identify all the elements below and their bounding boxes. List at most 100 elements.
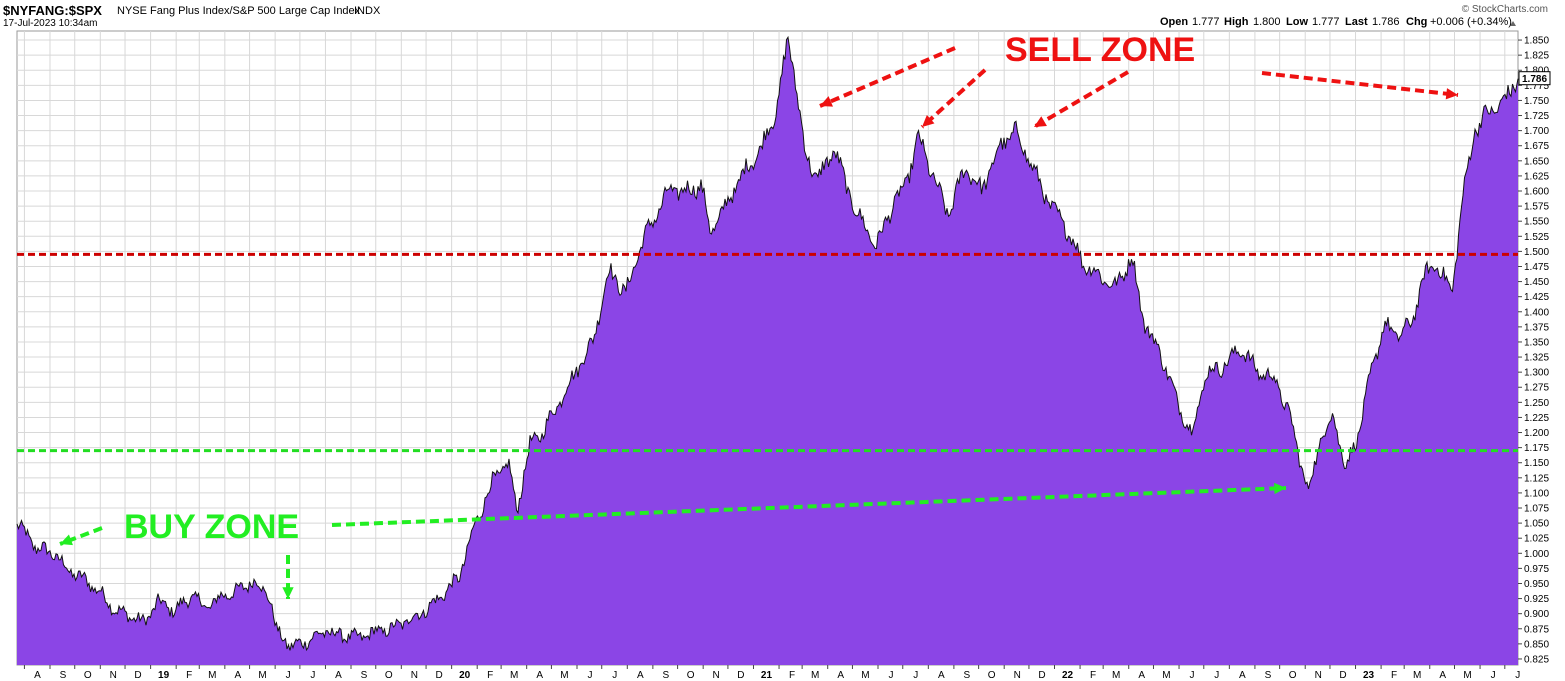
buy-arrow-2 <box>282 555 294 599</box>
quote-bar: Open 1.777 High 1.800 Low 1.777 Last 1.7… <box>1160 16 1516 28</box>
x-tick-label: O <box>687 670 695 681</box>
last-price-box <box>1518 71 1551 86</box>
x-tick-label: F <box>1391 670 1397 681</box>
x-tick-label: A <box>536 670 543 681</box>
x-axis: A S O N D 19 F M A M J J A S O N D 20 F M A M J J A S O N D 21 F M A M J J A… <box>23 665 1520 681</box>
x-tick-label: 21 <box>761 670 773 681</box>
x-tick-label: A <box>1439 670 1446 681</box>
annotation-arrows <box>59 46 1459 599</box>
sell-arrow-2-shaft <box>920 68 987 129</box>
y-tick-label: 1.750 <box>1524 96 1549 107</box>
x-tick-label: A <box>938 670 945 681</box>
last-label: Last <box>1345 16 1368 28</box>
y-tick-label: 1.250 <box>1524 398 1549 409</box>
y-tick-label: 0.925 <box>1524 594 1549 605</box>
plot-area <box>16 35 1519 666</box>
x-tick-label: S <box>964 670 971 681</box>
sell-arrow-3 <box>1032 70 1130 129</box>
buy-arrow-2-head <box>282 587 294 599</box>
x-tick-label: J <box>612 670 617 681</box>
x-tick-label: M <box>811 670 819 681</box>
open-value: 1.777 <box>1192 16 1220 28</box>
y-tick-label: 1.025 <box>1524 534 1549 545</box>
x-tick-label: S <box>663 670 670 681</box>
y-tick-label: 1.575 <box>1524 202 1549 213</box>
x-tick-label: M <box>208 670 216 681</box>
y-tick-label: 1.100 <box>1524 488 1549 499</box>
buy-arrow-3-head <box>1274 482 1286 495</box>
chg-value: +0.006 (+0.34%) <box>1430 16 1512 28</box>
buy-arrow-3-shaft <box>331 486 1287 527</box>
buy-arrow-3 <box>331 482 1287 527</box>
x-tick-label: A <box>1239 670 1246 681</box>
y-tick-label: 0.875 <box>1524 624 1549 635</box>
x-tick-label: M <box>510 670 518 681</box>
y-tick-label: 1.150 <box>1524 458 1549 469</box>
x-tick-label: S <box>60 670 67 681</box>
x-tick-label: J <box>286 670 291 681</box>
y-tick-label: 1.325 <box>1524 353 1549 364</box>
sell-zone-label: SELL ZONE <box>1005 31 1195 69</box>
high-value: 1.800 <box>1253 16 1281 28</box>
x-tick-label: N <box>411 670 418 681</box>
x-tick-label: 20 <box>459 670 471 681</box>
x-tick-label: J <box>310 670 315 681</box>
y-tick-label: 1.525 <box>1524 232 1549 243</box>
header-symbol: $NYFANG:$SPX <box>3 3 102 18</box>
x-tick-label: F <box>186 670 192 681</box>
x-tick-label: J <box>1491 670 1496 681</box>
x-tick-label: F <box>1090 670 1096 681</box>
sell-arrow-4-head <box>1445 88 1458 100</box>
x-tick-label: O <box>988 670 996 681</box>
x-tick-label: A <box>335 670 342 681</box>
x-tick-label: O <box>84 670 92 681</box>
sell-arrow-1-head <box>820 96 833 107</box>
x-tick-label: D <box>737 670 744 681</box>
x-tick-label: D <box>435 670 442 681</box>
sell-arrow-2-head <box>922 114 935 127</box>
y-tick-label: 1.125 <box>1524 473 1549 484</box>
x-tick-label: J <box>1190 670 1195 681</box>
y-tick-label: 1.075 <box>1524 504 1549 515</box>
y-tick-label: 0.950 <box>1524 579 1549 590</box>
y-tick-label: 0.975 <box>1524 564 1549 575</box>
x-tick-label: J <box>889 670 894 681</box>
header-name: NYSE Fang Plus Index/S&P 500 Large Cap I… <box>117 5 361 17</box>
last-price-text: 1.786 <box>1522 74 1547 85</box>
y-tick-label: 1.175 <box>1524 443 1549 454</box>
y-tick-label: 1.825 <box>1524 51 1549 62</box>
y-tick-label: 1.350 <box>1524 337 1549 348</box>
x-tick-label: M <box>258 670 266 681</box>
y-tick-label: 1.200 <box>1524 428 1549 439</box>
x-tick-label: M <box>560 670 568 681</box>
x-tick-label: O <box>385 670 393 681</box>
x-tick-label: A <box>637 670 644 681</box>
high-label: High <box>1224 16 1249 28</box>
sell-arrow-3-shaft <box>1032 70 1130 129</box>
x-tick-label: D <box>134 670 141 681</box>
y-tick-label: 1.450 <box>1524 277 1549 288</box>
y-tick-label: 0.900 <box>1524 609 1549 620</box>
x-tick-label: M <box>1463 670 1471 681</box>
y-tick-label: 1.475 <box>1524 262 1549 273</box>
x-tick-label: A <box>1138 670 1145 681</box>
x-tick-label: A <box>837 670 844 681</box>
buy-zone-label: BUY ZONE <box>124 508 299 546</box>
price-area <box>17 37 1518 666</box>
buy-arrow-1-head <box>60 534 73 546</box>
x-tick-label: A <box>234 670 241 681</box>
header-timestamp: 17-Jul-2023 10:34am <box>3 18 98 29</box>
y-tick-label: 1.550 <box>1524 217 1549 228</box>
y-tick-label: 1.400 <box>1524 307 1549 318</box>
sell-arrow-1 <box>819 46 956 108</box>
sell-arrow-2 <box>920 68 987 129</box>
x-tick-label: S <box>1265 670 1272 681</box>
chg-label: Chg <box>1406 16 1427 28</box>
x-tick-label: F <box>789 670 795 681</box>
last-price-tag: 1.786 <box>1518 71 1551 86</box>
y-tick-label: 1.625 <box>1524 171 1549 182</box>
x-tick-label: J <box>913 670 918 681</box>
scroll-up-icon[interactable] <box>1510 21 1516 26</box>
y-tick-label: 1.000 <box>1524 549 1549 560</box>
x-tick-label: M <box>1162 670 1170 681</box>
